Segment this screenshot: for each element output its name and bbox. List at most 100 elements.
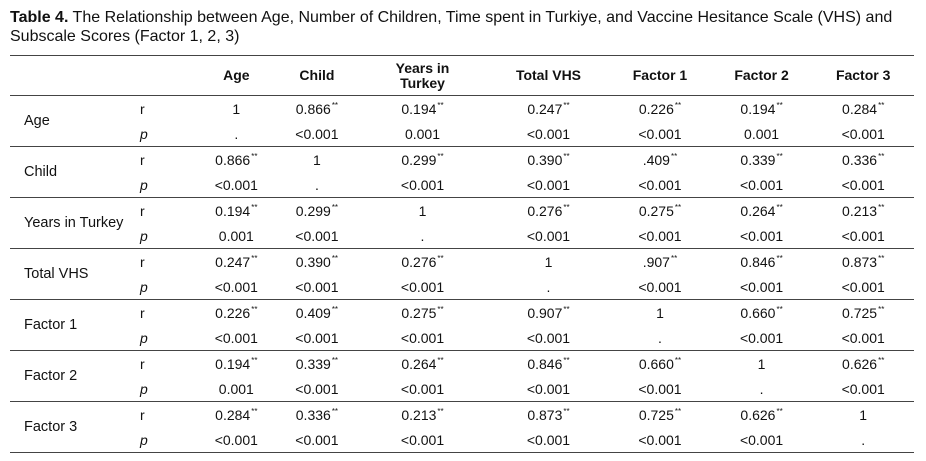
r-cell: 0.390** [276, 248, 358, 274]
r-value: 1 [313, 151, 321, 168]
table-row-r: Factor 3 r 0.284** 0.336** 0.213** 0.873** 0.7… [10, 401, 914, 453]
r-cell: 0.390** [487, 146, 610, 172]
r-value: 1 [232, 100, 241, 117]
r-value: 0.264 [740, 202, 776, 219]
stat-label-p: p [140, 380, 148, 397]
r-cell: 0.275** [609, 197, 711, 223]
stat-label-r: r [138, 401, 196, 427]
column-header: Age [196, 55, 277, 96]
column-header: Factor 1 [609, 55, 711, 96]
significance-mark: ** [331, 406, 339, 416]
r-cell: 0.299** [357, 146, 488, 172]
significance-mark: ** [251, 304, 258, 314]
r-value: 0.866 [215, 151, 251, 168]
r-cell: 0.194** [196, 197, 277, 223]
r-value: 0.226 [215, 304, 251, 321]
p-value: <0.001 [841, 125, 885, 142]
r-value: 0.194 [215, 202, 251, 219]
r-cell: 0.725** [609, 401, 711, 427]
p-value: . [314, 176, 319, 193]
r-cell: 0.866** [196, 146, 277, 172]
p-value: 0.001 [404, 125, 441, 142]
p-value: <0.001 [487, 427, 610, 453]
significance-mark: ** [674, 355, 682, 365]
significance-mark: ** [563, 406, 570, 416]
r-cell: 0.846** [710, 248, 813, 274]
r-cell: 0.873** [812, 248, 914, 274]
r-value: 0.276 [527, 202, 563, 219]
r-cell: 0.907** [487, 299, 610, 325]
column-header-text: Years in Turkey [395, 59, 450, 91]
r-value: 1 [859, 406, 868, 423]
significance-mark: ** [437, 406, 444, 416]
significance-mark: ** [776, 151, 783, 161]
stat-label-r: r [138, 197, 196, 223]
r-cell: 0.276** [357, 248, 488, 274]
table-row-p: p 0.001 <0.001 <0.001 <0.001 <0.001. <0.001 [10, 376, 914, 402]
r-value: 0.725 [638, 406, 674, 423]
r-value: 0.264 [401, 355, 437, 372]
correlation-table: Age Child Years in Turkey Total VHS Fact… [10, 55, 914, 453]
r-cell: 1 [357, 197, 488, 223]
r-cell: 0.247** [196, 248, 277, 274]
stat-label-r: r [138, 95, 196, 121]
r-cell: 0.846** [487, 350, 610, 376]
r-value: 0.626 [740, 406, 776, 423]
r-value: 0.284 [215, 406, 251, 423]
stat-label-p: p [140, 278, 148, 295]
significance-mark: ** [878, 151, 885, 161]
significance-mark: ** [331, 253, 339, 263]
r-cell: 0.299** [276, 197, 358, 223]
r-cell: 0.284** [196, 401, 277, 427]
r-cell: .409** [609, 146, 711, 172]
significance-mark: ** [563, 355, 570, 365]
row-label: Years in Turkey [10, 197, 138, 249]
significance-mark: ** [331, 100, 339, 110]
table-row-p: p 0.001 <0.001. <0.001 <0.001 <0.001 <0.001 [10, 223, 914, 249]
r-value: 0.275 [638, 202, 674, 219]
r-value: .907 [642, 253, 670, 270]
p-value: 0.001 [744, 125, 780, 142]
significance-mark: ** [776, 202, 783, 212]
table-row-p: p <0.001. <0.001 <0.001 <0.001 <0.001 <0.001 [10, 172, 914, 198]
r-cell: 0.194** [357, 95, 488, 121]
stat-label-r: r [138, 350, 196, 376]
p-value: <0.001 [841, 227, 885, 244]
p-value: <0.001 [526, 329, 571, 346]
r-cell: 0.339** [710, 146, 813, 172]
p-value: <0.001 [638, 278, 682, 295]
r-value: 0.299 [295, 202, 331, 219]
r-value: 0.336 [842, 151, 878, 168]
r-cell: 0.213** [357, 401, 488, 427]
r-value: 0.213 [401, 406, 437, 423]
p-value: <0.001 [357, 427, 488, 453]
p-value: <0.001 [841, 380, 885, 397]
p-value: . [658, 329, 662, 346]
header-stat-corner [138, 55, 196, 96]
r-value: 0.339 [295, 355, 331, 372]
significance-mark: ** [437, 253, 444, 263]
r-value: 0.213 [842, 202, 878, 219]
column-header: Years in Turkey [357, 55, 488, 96]
r-value: 0.409 [295, 304, 331, 321]
p-value: <0.001 [739, 176, 784, 193]
r-value: 0.390 [295, 253, 331, 270]
table-body: Age r 1 0.866** 0.194** 0.247** 0.226** 0.194**… [10, 95, 914, 453]
r-value: .409 [642, 151, 670, 168]
r-cell: 0.873** [487, 401, 610, 427]
significance-mark: ** [331, 202, 339, 212]
significance-mark: ** [251, 151, 258, 161]
p-value: <0.001 [526, 227, 571, 244]
significance-mark: ** [437, 100, 444, 110]
p-value: <0.001 [214, 176, 258, 193]
p-value: . [546, 278, 551, 295]
significance-mark: ** [251, 253, 258, 263]
table-row-r: Factor 2 r 0.194** 0.339** 0.264** 0.846** 0.6… [10, 350, 914, 402]
stat-label-p: p [140, 227, 148, 244]
r-value: 0.194 [740, 100, 776, 117]
r-value: 0.226 [638, 100, 674, 117]
r-value: 0.299 [401, 151, 437, 168]
significance-mark: ** [878, 100, 885, 110]
p-value: 0.001 [218, 227, 254, 244]
r-cell: 0.226** [609, 95, 711, 121]
